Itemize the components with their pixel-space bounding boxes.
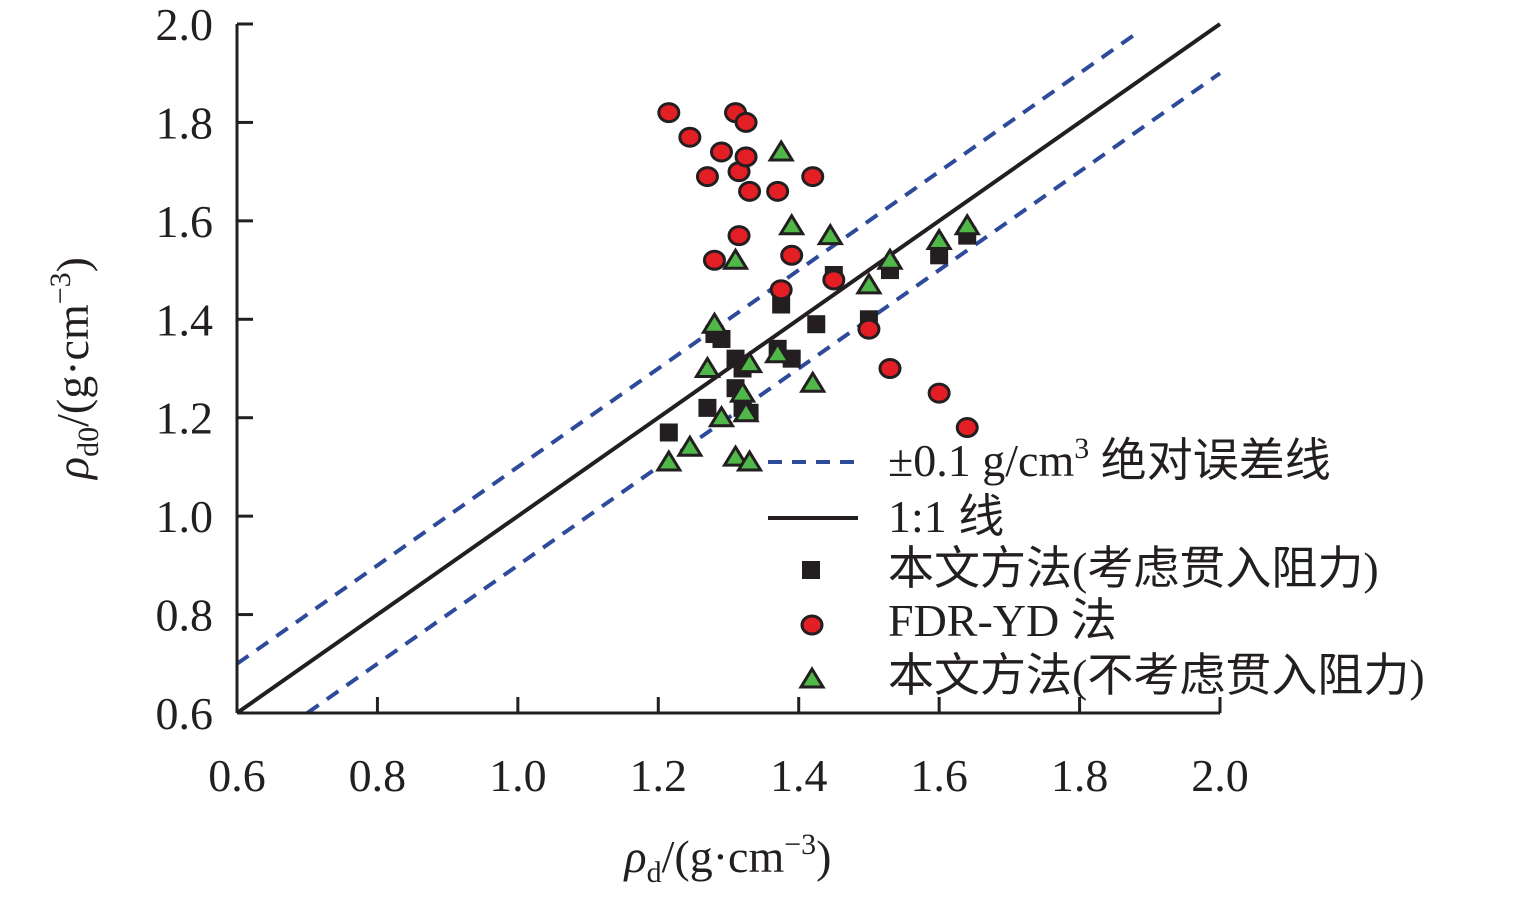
triangle-point: [655, 449, 683, 472]
circle-point: [766, 180, 790, 202]
circle-point: [780, 244, 804, 266]
x-tick-label: 1.2: [630, 750, 688, 801]
triangle-point: [693, 355, 722, 378]
reference-lines: [235, 22, 1222, 715]
square-point: [807, 315, 826, 334]
y-tick-label: 1.8: [156, 97, 214, 148]
y-tick-label: 1.2: [156, 393, 214, 444]
triangle-point: [799, 370, 827, 393]
legend-label-error-lines: ±0.1 g/cm3 绝对误差线: [888, 432, 1331, 486]
x-ticks: 0.6 0.8 1.0 1.2 1.4 1.6 1.8 2.0: [208, 697, 1249, 801]
y-tick-label: 0.6: [156, 688, 214, 739]
y-tick-label: 1.6: [156, 196, 214, 247]
triangle-point: [721, 444, 750, 467]
circle-point: [657, 102, 681, 124]
y-tick-label: 2.0: [156, 0, 214, 50]
triangle-point: [721, 247, 750, 270]
x-tick-label: 1.0: [489, 750, 547, 801]
legend-item-method-without-resistance: 本文方法(不考虑贯入阻力): [798, 650, 1425, 701]
circle-point: [857, 318, 881, 340]
circle-point: [709, 141, 733, 163]
axes: [235, 24, 1220, 715]
y-tick-label: 1.0: [156, 491, 214, 542]
triangle-point: [700, 311, 729, 334]
one-to-one-line: [235, 22, 1222, 715]
circle-point: [678, 126, 702, 148]
y-tick-label: 0.8: [156, 590, 214, 641]
legend-triangle-marker-icon: [798, 666, 826, 689]
triangle-point: [707, 404, 736, 428]
legend-square-marker-icon: [802, 561, 820, 579]
legend-label-method-without-resistance: 本文方法(不考虑贯入阻力): [888, 650, 1425, 701]
circle-point: [801, 166, 825, 188]
triangle-point: [735, 449, 764, 472]
triangle-point: [763, 340, 792, 364]
square-point: [659, 423, 678, 442]
circle-point: [702, 249, 726, 271]
y-axis-title: ρd0/(g·cm−3): [44, 257, 105, 481]
triangle-point: [676, 434, 704, 457]
lower-error-line: [306, 71, 1222, 715]
square-point: [712, 329, 731, 348]
square-point: [930, 246, 949, 265]
x-tick-label: 0.8: [349, 750, 407, 801]
legend-item-one-to-one: 1:1 线: [768, 491, 1004, 542]
y-ticks: 0.6 0.8 1.0 1.2 1.4 1.6 1.8 2.0: [156, 0, 253, 739]
x-tick-label: 0.6: [208, 750, 266, 801]
x-tick-label: 1.6: [910, 750, 968, 801]
legend-label-one-to-one: 1:1 线: [888, 491, 1004, 542]
triangle-point: [735, 350, 764, 374]
legend-label-method-with-resistance: 本文方法(考虑贯入阻力): [888, 543, 1379, 594]
triangle-point: [816, 222, 844, 246]
circle-point: [738, 180, 762, 202]
legend-item-error-lines: ±0.1 g/cm3 绝对误差线: [768, 432, 1331, 486]
triangle-point: [953, 212, 981, 236]
data-points: [655, 102, 981, 472]
legend-circle-marker-icon: [800, 614, 824, 636]
triangle-point: [767, 139, 795, 162]
triangle-point: [925, 227, 953, 251]
square-point: [698, 398, 717, 417]
circle-point: [955, 417, 979, 439]
circle-point: [734, 146, 758, 168]
x-tick-label: 1.8: [1051, 750, 1109, 801]
legend-label-fdr-yd: FDR-YD 法: [888, 595, 1117, 646]
circle-point: [927, 382, 951, 404]
y-tick-label: 1.4: [156, 294, 214, 345]
triangle-point: [855, 271, 883, 295]
circle-point: [734, 111, 758, 133]
square-point: [772, 295, 791, 314]
triangle-point: [778, 212, 806, 236]
x-axis-title: ρd/(g·cm−3): [623, 828, 832, 889]
triangle-point: [728, 380, 757, 403]
circle-point: [769, 279, 793, 301]
circle-point: [695, 166, 719, 188]
legend: ±0.1 g/cm3 绝对误差线 1:1 线 本文方法(考虑贯入阻力) FDR-…: [768, 432, 1425, 701]
x-tick-label: 2.0: [1191, 750, 1249, 801]
legend-item-method-with-resistance: 本文方法(考虑贯入阻力): [802, 543, 1379, 594]
circle-point: [727, 225, 751, 247]
circle-point: [822, 269, 846, 291]
upper-error-line: [235, 29, 1141, 666]
circle-point: [878, 358, 902, 379]
legend-item-fdr-yd: FDR-YD 法: [800, 595, 1117, 646]
triangle-point: [732, 399, 760, 423]
x-tick-label: 1.4: [770, 750, 828, 801]
triangle-point: [876, 247, 904, 270]
